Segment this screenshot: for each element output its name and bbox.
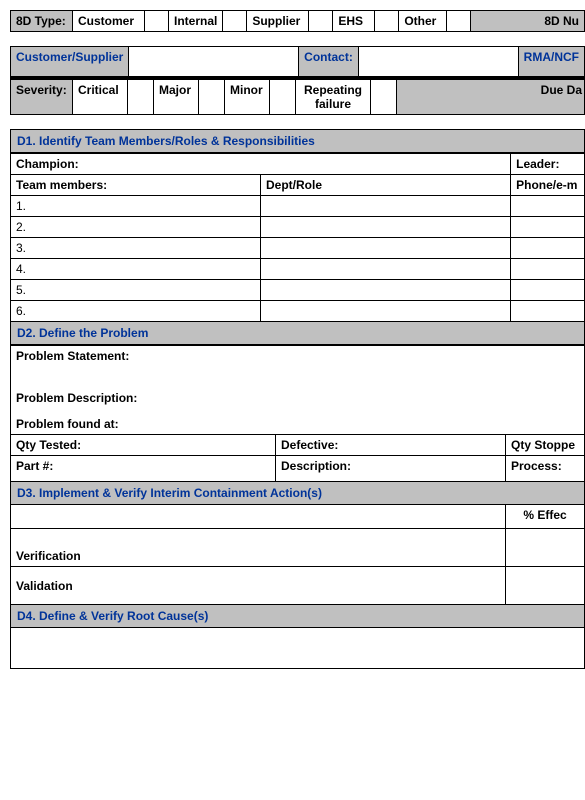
qty-stopped-label: Qty Stoppe xyxy=(506,434,585,455)
member-row[interactable]: 6. xyxy=(11,301,261,322)
d4-header: D4. Define & Verify Root Cause(s) xyxy=(10,605,585,628)
cust-supplier-value[interactable] xyxy=(129,47,299,77)
validation-label: Validation xyxy=(11,567,506,605)
type-row: 8D Type: Customer Internal Supplier EHS … xyxy=(10,10,585,32)
d1-header: D1. Identify Team Members/Roles & Respon… xyxy=(10,129,585,153)
contact-value[interactable] xyxy=(358,47,518,77)
phone-label: Phone/e-m xyxy=(511,175,585,196)
internal-check[interactable] xyxy=(223,11,247,32)
found-label: Problem found at: xyxy=(11,414,585,435)
critical-check[interactable] xyxy=(128,79,154,115)
repeating-check[interactable] xyxy=(371,79,397,115)
phone-cell[interactable] xyxy=(511,217,585,238)
effec-cell[interactable] xyxy=(506,529,585,567)
member-row[interactable]: 3. xyxy=(11,238,261,259)
verification-label: Verification xyxy=(11,529,506,567)
cust-supplier-label: Customer/Supplier xyxy=(11,47,129,77)
other-label: Other xyxy=(399,11,447,32)
member-row[interactable]: 5. xyxy=(11,280,261,301)
contact-row: Customer/Supplier Contact: RMA/NCF xyxy=(10,46,585,77)
process-label: Process: xyxy=(506,455,585,481)
phone-cell[interactable] xyxy=(511,259,585,280)
desc2-label: Description: xyxy=(276,455,506,481)
customer-label: Customer xyxy=(73,11,145,32)
dept-cell[interactable] xyxy=(261,196,511,217)
internal-label: Internal xyxy=(169,11,223,32)
due-label: Due Da xyxy=(397,79,585,115)
leader-label: Leader: xyxy=(511,154,585,175)
member-row[interactable]: 2. xyxy=(11,217,261,238)
member-row[interactable]: 4. xyxy=(11,259,261,280)
ehs-check[interactable] xyxy=(375,11,399,32)
type-label: 8D Type: xyxy=(11,11,73,32)
part-label: Part #: xyxy=(11,455,276,481)
member-row[interactable]: 1. xyxy=(11,196,261,217)
d3-table: % Effec Verification Validation xyxy=(10,505,585,606)
rma-label: RMA/NCF xyxy=(518,47,584,77)
phone-cell[interactable] xyxy=(511,280,585,301)
phone-cell[interactable] xyxy=(511,301,585,322)
dept-cell[interactable] xyxy=(261,217,511,238)
dept-cell[interactable] xyxy=(261,301,511,322)
other-check[interactable] xyxy=(447,11,471,32)
phone-cell[interactable] xyxy=(511,196,585,217)
major-label: Major xyxy=(154,79,199,115)
supplier-check[interactable] xyxy=(309,11,333,32)
severity-label: Severity: xyxy=(11,79,73,115)
ehs-label: EHS xyxy=(333,11,375,32)
defective-label: Defective: xyxy=(276,434,506,455)
repeating-label: Repeating failure xyxy=(296,79,371,115)
qty-tested-label: Qty Tested: xyxy=(11,434,276,455)
critical-label: Critical xyxy=(73,79,128,115)
d2-header: D2. Define the Problem xyxy=(10,322,585,345)
dept-cell[interactable] xyxy=(261,259,511,280)
dept-cell[interactable] xyxy=(261,280,511,301)
dept-label: Dept/Role xyxy=(261,175,511,196)
minor-check[interactable] xyxy=(270,79,296,115)
major-check[interactable] xyxy=(199,79,225,115)
effec-label: % Effec xyxy=(506,505,585,529)
customer-check[interactable] xyxy=(145,11,169,32)
champion-label: Champion: xyxy=(11,154,511,175)
num-label: 8D Nu xyxy=(471,11,585,32)
d4-content[interactable] xyxy=(11,628,585,668)
supplier-label: Supplier xyxy=(247,11,309,32)
d3-header: D3. Implement & Verify Interim Containme… xyxy=(10,482,585,505)
contact-label: Contact: xyxy=(299,47,359,77)
phone-cell[interactable] xyxy=(511,238,585,259)
dept-cell[interactable] xyxy=(261,238,511,259)
severity-row: Severity: Critical Major Minor Repeating… xyxy=(10,77,585,115)
minor-label: Minor xyxy=(225,79,270,115)
effec-cell2[interactable] xyxy=(506,567,585,605)
members-label: Team members: xyxy=(11,175,261,196)
d2-table: Problem Statement: Problem Description: … xyxy=(10,345,585,482)
d3-action-cell[interactable] xyxy=(11,505,506,529)
statement-label: Problem Statement: xyxy=(11,346,585,388)
d1-table: Champion: Leader: Team members: Dept/Rol… xyxy=(10,153,585,322)
description-label: Problem Description: xyxy=(11,388,585,414)
d4-table xyxy=(10,628,585,669)
